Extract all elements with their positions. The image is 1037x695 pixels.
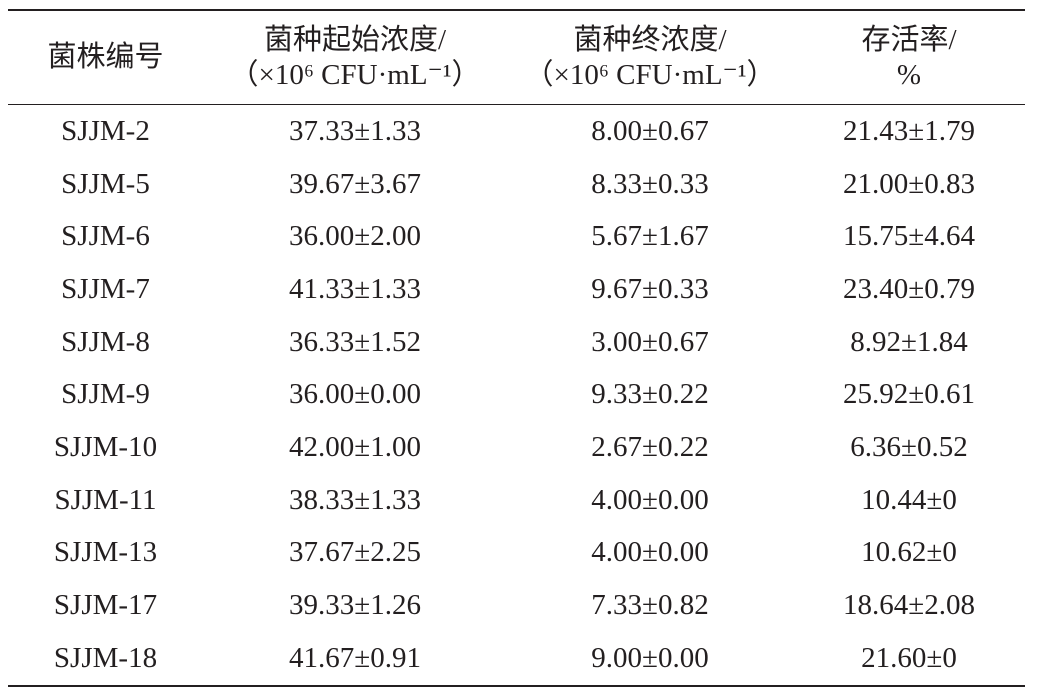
table-cell: 7.33±0.82: [591, 589, 709, 622]
header-cell: 菌种起始浓度/（×10⁶ CFU·mL⁻¹）: [203, 10, 507, 105]
table-cell: 3.00±0.67: [591, 325, 709, 358]
header-text: 菌种起始浓度/: [263, 23, 447, 56]
table-cell: 4.00±0.00: [591, 483, 709, 516]
table-cell: 42.00±1.00: [289, 430, 421, 463]
table-row: SJJM-7 41.33±1.33 9.67±0.33 23.40±0.79: [8, 263, 1025, 316]
table-row: SJJM-17 39.33±1.26 7.33±0.82 18.64±2.08: [8, 579, 1025, 632]
table-cell: SJJM-6: [61, 220, 150, 253]
header-row: 菌株编号 菌种起始浓度/（×10⁶ CFU·mL⁻¹） 菌种终浓度/（×10⁶ CF…: [8, 10, 1025, 105]
header-text: 存活率/: [861, 23, 957, 56]
table-cell: 36.33±1.52: [289, 325, 421, 358]
table-cell: 21.60±0: [861, 641, 957, 674]
table-cell: 10.44±0: [861, 483, 957, 516]
table-row: SJJM-9 36.00±0.00 9.33±0.22 25.92±0.61: [8, 368, 1025, 421]
table-cell: 37.33±1.33: [289, 114, 421, 147]
table-body: SJJM-2 37.33±1.33 8.00±0.67 21.43±1.79 SJJM-…: [8, 105, 1025, 686]
table-cell: 2.67±0.22: [591, 430, 709, 463]
table-cell: 4.00±0.00: [591, 536, 709, 569]
table-cell: 10.62±0: [861, 536, 957, 569]
table-row: SJJM-18 41.67±0.91 9.00±0.00 21.60±0: [8, 632, 1025, 686]
table-container: 菌株编号 菌种起始浓度/（×10⁶ CFU·mL⁻¹） 菌种终浓度/（×10⁶ CF…: [8, 9, 1025, 687]
table-cell: SJJM-2: [61, 114, 150, 147]
table-cell: SJJM-9: [61, 378, 150, 411]
table-cell: 39.67±3.67: [289, 167, 421, 200]
table-cell: 15.75±4.64: [843, 220, 975, 253]
table-cell: 9.33±0.22: [591, 378, 709, 411]
header-cell: 菌种终浓度/（×10⁶ CFU·mL⁻¹）: [507, 10, 793, 105]
table-row: SJJM-6 36.00±2.00 5.67±1.67 15.75±4.64: [8, 210, 1025, 263]
table-cell: 36.00±0.00: [289, 378, 421, 411]
header-text: （×10⁶ CFU·mL⁻¹）: [524, 58, 776, 91]
table-cell: 9.00±0.00: [591, 641, 709, 674]
table-row: SJJM-2 37.33±1.33 8.00±0.67 21.43±1.79: [8, 105, 1025, 158]
header-text: （×10⁶ CFU·mL⁻¹）: [229, 58, 481, 91]
table-row: SJJM-10 42.00±1.00 2.67±0.22 6.36±0.52: [8, 421, 1025, 474]
table-cell: SJJM-18: [53, 641, 158, 674]
table-cell: SJJM-13: [53, 536, 158, 569]
table-cell: SJJM-7: [61, 272, 150, 305]
table-cell: 41.33±1.33: [289, 272, 421, 305]
table-cell: 5.67±1.67: [591, 220, 709, 253]
table-cell: 41.67±0.91: [289, 641, 421, 674]
table-cell: 37.67±2.25: [289, 536, 421, 569]
table-cell: SJJM-17: [53, 589, 158, 622]
header-text: 菌株编号: [47, 41, 164, 73]
table-cell: 36.00±2.00: [289, 220, 421, 253]
table-cell: 21.43±1.79: [843, 114, 975, 147]
table-header: 菌株编号 菌种起始浓度/（×10⁶ CFU·mL⁻¹） 菌种终浓度/（×10⁶ CF…: [8, 10, 1025, 105]
table-cell: 39.33±1.26: [289, 589, 421, 622]
table-cell: 23.40±0.79: [843, 272, 975, 305]
table-cell: 25.92±0.61: [843, 378, 975, 411]
table-cell: SJJM-8: [61, 325, 150, 358]
table-cell: SJJM-5: [61, 167, 150, 200]
data-table: 菌株编号 菌种起始浓度/（×10⁶ CFU·mL⁻¹） 菌种终浓度/（×10⁶ CF…: [8, 9, 1025, 687]
table-row: SJJM-13 37.67±2.25 4.00±0.00 10.62±0: [8, 527, 1025, 580]
header-cell: 菌株编号: [8, 10, 203, 105]
table-cell: 21.00±0.83: [843, 167, 975, 200]
table-cell: 6.36±0.52: [850, 430, 968, 463]
header-cell: 存活率/%: [793, 10, 1025, 105]
table-cell: 18.64±2.08: [843, 589, 975, 622]
table-row: SJJM-5 39.67±3.67 8.33±0.33 21.00±0.83: [8, 158, 1025, 211]
table-cell: 38.33±1.33: [289, 483, 421, 516]
header-text: 菌种终浓度/: [573, 23, 727, 56]
table-cell: 9.67±0.33: [591, 272, 709, 305]
table-row: SJJM-8 36.33±1.52 3.00±0.67 8.92±1.84: [8, 316, 1025, 369]
table-cell: SJJM-11: [54, 483, 157, 516]
table-cell: 8.00±0.67: [591, 114, 709, 147]
table-cell: SJJM-10: [53, 430, 158, 463]
table-cell: 8.92±1.84: [850, 325, 968, 358]
table-cell: 8.33±0.33: [591, 167, 709, 200]
table-row: SJJM-11 38.33±1.33 4.00±0.00 10.44±0: [8, 474, 1025, 527]
header-text: %: [896, 58, 922, 91]
